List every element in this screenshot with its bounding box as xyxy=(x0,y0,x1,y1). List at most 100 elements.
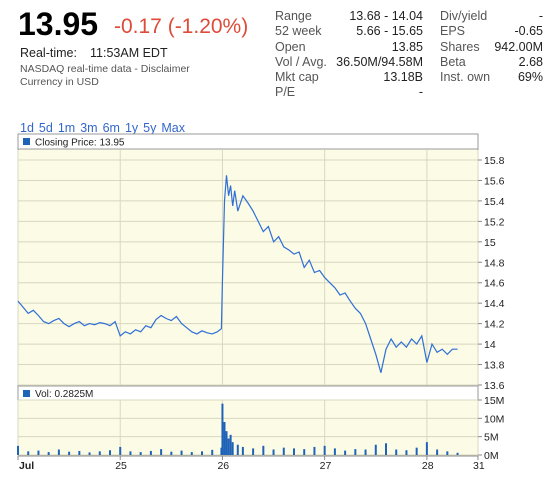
stat-row: Div/yield - xyxy=(440,9,543,24)
volume-bar xyxy=(160,449,163,455)
currency-note: Currency in USD xyxy=(20,76,99,88)
range-1y[interactable]: 1y xyxy=(124,121,139,135)
volume-bar xyxy=(211,449,214,455)
volume-bar xyxy=(129,451,132,455)
volume-bar xyxy=(385,443,387,455)
x-tick-label: 26 xyxy=(217,460,229,472)
volume-bar xyxy=(201,451,203,455)
volume-bar xyxy=(354,449,357,455)
volume-bar xyxy=(68,451,71,455)
volume-bar xyxy=(456,452,459,455)
stat-value: 942.00M xyxy=(494,39,543,54)
x-tick-label: Jul xyxy=(19,460,34,472)
volume-bar xyxy=(57,449,60,455)
quote-change: -0.17 (-1.20%) xyxy=(114,15,249,38)
volume-bar xyxy=(364,449,367,455)
price-tick-label: 15.4 xyxy=(484,196,505,208)
volume-bar xyxy=(88,452,91,455)
stat-row: Range 13.68 - 14.04 xyxy=(275,9,423,24)
price-tick-label: 14.2 xyxy=(484,319,505,331)
x-tick-label: 31 xyxy=(473,460,485,472)
stat-row: Shares 942.00M xyxy=(440,40,543,55)
price-tick-label: 15.2 xyxy=(484,216,505,228)
volume-bar xyxy=(313,446,316,455)
volume-legend-text: Vol: 0.2825M xyxy=(35,389,93,400)
price-legend-strip xyxy=(17,133,479,150)
price-tick-label: 15.8 xyxy=(484,155,505,167)
stat-value: 13.18B xyxy=(383,70,423,85)
price-tick-label: 13.6 xyxy=(484,380,505,392)
range-1d[interactable]: 1d xyxy=(20,121,34,135)
realtime-time: 11:53AM EDT xyxy=(90,46,168,60)
volume-bar xyxy=(27,451,30,455)
volume-bar xyxy=(236,444,239,455)
volume-bar xyxy=(425,442,428,455)
stat-label: Mkt cap xyxy=(275,70,319,85)
volume-bar xyxy=(293,448,295,455)
stats-right-column: Div/yield - EPS -0.65 Shares 942.00M Beta 2.… xyxy=(440,9,543,85)
x-tick-label: 27 xyxy=(320,460,332,472)
volume-legend-swatch xyxy=(23,390,30,397)
range-5d[interactable]: 5d xyxy=(38,121,53,135)
stat-row: EPS -0.65 xyxy=(440,24,543,39)
volume-bar xyxy=(415,447,418,455)
stat-label: Range xyxy=(275,9,312,23)
volume-bar xyxy=(149,450,152,455)
volume-bar xyxy=(446,451,449,455)
volume-bar xyxy=(17,445,19,455)
stat-label: Vol / Avg. xyxy=(275,54,327,69)
volume-series xyxy=(17,403,459,455)
stat-label: Div/yield xyxy=(440,9,488,23)
stat-value: 5.66 - 15.65 xyxy=(356,24,423,39)
stat-label: Inst. own xyxy=(440,70,491,85)
range-1m[interactable]: 1m xyxy=(57,121,76,135)
volume-bar xyxy=(180,450,183,455)
stats-left-column: Range 13.68 - 14.04 52 week 5.66 - 15.65 O… xyxy=(275,9,423,101)
volume-tick-label: 0M xyxy=(484,450,499,462)
volume-bar xyxy=(395,449,398,455)
stat-value: 69% xyxy=(517,70,543,85)
volume-bar xyxy=(344,450,347,455)
volume-bar xyxy=(119,446,122,455)
stat-value: - xyxy=(538,9,543,23)
stat-value: 13.85 xyxy=(391,39,423,54)
stat-label: P/E xyxy=(275,85,296,100)
volume-bar xyxy=(262,445,265,455)
price-tick-label: 13.8 xyxy=(484,360,505,372)
volume-bar xyxy=(333,448,336,455)
volume-bar xyxy=(282,447,285,455)
volume-bar xyxy=(221,403,224,455)
stat-row: Vol / Avg. 36.50M/94.58M xyxy=(275,55,423,70)
volume-bar xyxy=(139,452,142,455)
stat-row: Mkt cap 13.18B xyxy=(275,70,423,85)
volume-bar xyxy=(109,450,111,455)
price-grid xyxy=(17,150,479,386)
stat-label: Shares xyxy=(440,39,480,54)
realtime-label: Real-time: xyxy=(20,46,77,60)
range-3m[interactable]: 3m xyxy=(80,121,98,135)
volume-bar xyxy=(220,447,223,455)
volume-bar xyxy=(252,448,255,455)
range-max[interactable]: Max xyxy=(161,121,185,135)
volume-bar xyxy=(323,445,326,455)
stat-value: - xyxy=(418,85,423,100)
stat-row: Beta 2.68 xyxy=(440,55,543,70)
volume-bar xyxy=(303,449,306,455)
stat-value: 13.68 - 14.04 xyxy=(349,9,423,23)
x-tick-label: 28 xyxy=(422,460,434,472)
price-legend-text: Closing Price: 13.95 xyxy=(35,138,125,149)
stat-row: Open 13.85 xyxy=(275,40,423,55)
price-legend-swatch xyxy=(23,138,30,145)
range-5y[interactable]: 5y xyxy=(143,121,157,135)
range-6m[interactable]: 6m xyxy=(102,121,120,135)
stat-label: 52 week xyxy=(275,24,322,39)
quote-price: 13.95 xyxy=(18,6,99,42)
data-source-disclaimer[interactable]: NASDAQ real-time data - Disclaimer xyxy=(20,63,190,75)
volume-bar xyxy=(190,452,193,455)
price-tick-label: 14 xyxy=(484,339,496,351)
price-series xyxy=(17,175,458,373)
price-tick-label: 14.6 xyxy=(484,278,505,290)
closing-price-line xyxy=(17,175,458,373)
volume-bar xyxy=(227,438,230,455)
